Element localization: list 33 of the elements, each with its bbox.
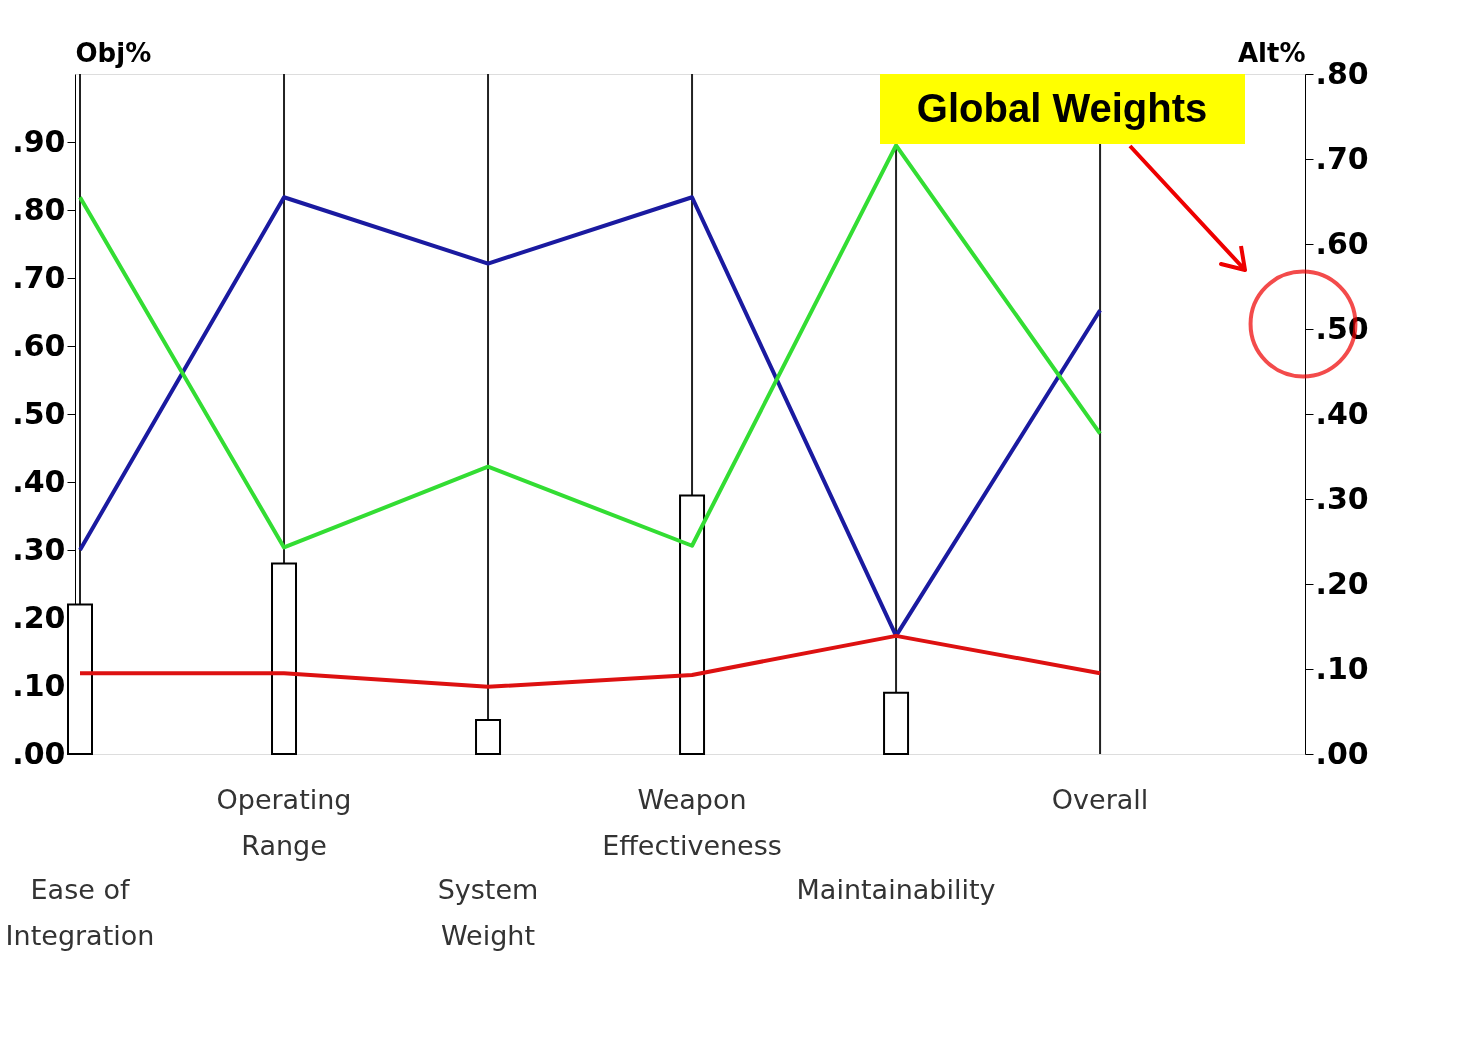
y-axis-title: Obj%	[75, 37, 152, 68]
y2-tick-label: .00	[1315, 735, 1369, 771]
y-tick-label: .10	[12, 667, 66, 703]
x-tick-label: Weapon Effectiveness	[602, 784, 782, 861]
y-tick-label: .30	[12, 531, 66, 567]
y2-tick-label: .80	[1315, 55, 1369, 91]
line-series	[78, 633, 1103, 689]
bar	[883, 691, 910, 755]
x-tick-label: Maintainability	[796, 874, 996, 905]
line-series	[78, 143, 1103, 550]
y-tick-label: .00	[12, 735, 66, 771]
y2-tick-label: .70	[1315, 140, 1369, 176]
y-tick-label: .40	[12, 463, 66, 499]
y-tick-label: .80	[12, 191, 66, 227]
x-tick-label: Ease of Integration	[5, 874, 155, 951]
annotation: Global Weights	[916, 86, 1208, 130]
y-tick-label: .50	[12, 395, 66, 431]
x-tick-label: Operating Range	[216, 784, 352, 861]
y2-axis-title: Alt%	[1237, 37, 1306, 68]
bar	[271, 562, 298, 755]
y2-tick-label: .60	[1315, 225, 1369, 261]
y2-tick-label: .30	[1315, 480, 1369, 516]
y2-tick-label: .40	[1315, 395, 1369, 431]
x-tick-label: System Weight	[437, 874, 539, 951]
y-tick-label: .60	[12, 327, 66, 363]
y2-tick-label: .10	[1315, 650, 1369, 686]
y-tick-label: .20	[12, 599, 66, 635]
y2-tick-label: .20	[1315, 565, 1369, 601]
x-tick-label: Overall	[1051, 784, 1149, 815]
y-tick-label: .90	[12, 123, 66, 159]
bar	[475, 719, 502, 755]
y-tick-label: .70	[12, 259, 66, 295]
bar	[679, 494, 706, 755]
